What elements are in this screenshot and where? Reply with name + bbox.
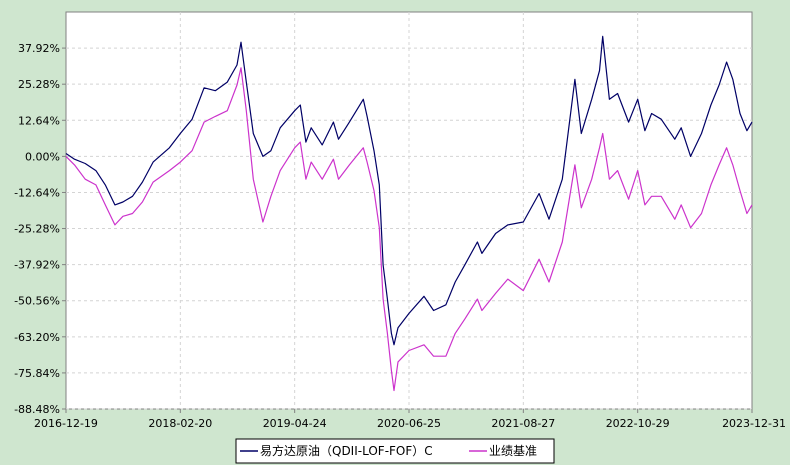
x-tick-label: 2020-06-25 xyxy=(377,417,441,430)
y-tick-label: -50.56% xyxy=(14,295,60,308)
y-tick-label: 12.64% xyxy=(18,114,60,127)
x-tick-label: 2016-12-19 xyxy=(34,417,98,430)
x-axis: 2016-12-19 2018-02-20 2019-04-24 2020-06-25… xyxy=(34,409,786,430)
series-line-benchmark xyxy=(65,67,753,392)
series-line-fund xyxy=(65,35,753,346)
y-tick-label: -75.84% xyxy=(14,367,60,380)
y-tick-label: -63.20% xyxy=(14,331,60,344)
y-tick-label: -25.28% xyxy=(14,223,60,236)
x-tick-label: 2018-02-20 xyxy=(148,417,212,430)
legend-box xyxy=(235,438,555,464)
series-layer xyxy=(65,35,753,392)
y-axis: 37.92% 25.28% 12.64% 0.00% -12.64% -25.28% -37… xyxy=(14,42,66,416)
x-tick-label: 2023-12-31 xyxy=(722,417,786,430)
y-tick-label: -37.92% xyxy=(14,259,60,272)
legend: 易方达原油（QDII-LOF-FOF）C 业绩基准 xyxy=(235,438,555,464)
y-tick-label: -12.64% xyxy=(14,186,60,199)
x-tick-label: 2022-10-29 xyxy=(606,417,670,430)
x-tick-label: 2019-04-24 xyxy=(263,417,327,430)
y-tick-label: 0.00% xyxy=(25,150,60,163)
y-tick-label: 37.92% xyxy=(18,42,60,55)
x-tick-label: 2021-08-27 xyxy=(491,417,555,430)
y-tick-label: 25.28% xyxy=(18,78,60,91)
legend-label-fund: 易方达原油（QDII-LOF-FOF）C xyxy=(260,443,433,458)
y-tick-label: -88.48% xyxy=(14,403,60,416)
legend-label-benchmark: 业绩基准 xyxy=(489,444,537,458)
